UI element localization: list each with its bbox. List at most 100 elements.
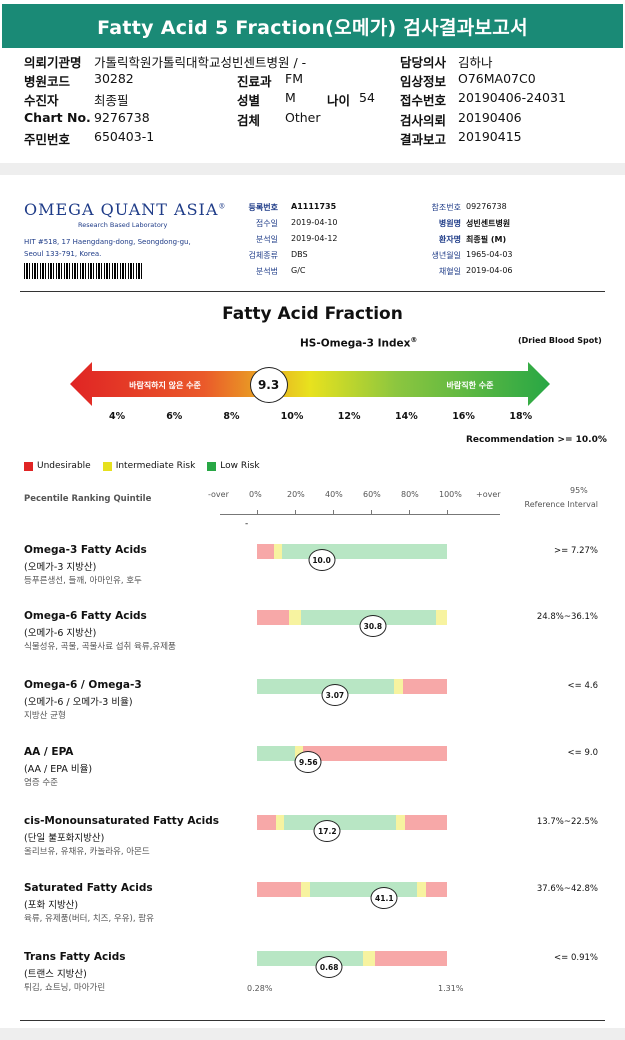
fatty-acid-name: AA / EPA	[24, 746, 74, 758]
divider	[20, 291, 605, 292]
header-field-value: 김하나	[458, 55, 493, 70]
bar-segment-yellow	[395, 815, 406, 830]
reference-percent: 95%	[570, 486, 588, 495]
header-field-value: 650403-1	[94, 129, 155, 144]
percentile-axis-tick	[447, 510, 448, 515]
percentile-tick-label: 40%	[325, 490, 343, 499]
fatty-acid-bar: 30.8	[257, 610, 447, 637]
percentile-tick-label: 100%	[439, 490, 462, 499]
header-field: 담당의사 김하나	[400, 52, 614, 71]
index-scale-tick: 16%	[452, 411, 475, 422]
trans-min-label: 0.28%	[247, 984, 273, 993]
header-field: 검체 Other	[237, 110, 387, 129]
bar-segment-red	[374, 951, 447, 966]
fatty-acid-bar: 3.07	[257, 679, 447, 706]
section-separator	[0, 163, 625, 175]
fatty-acid-value-marker: 10.0	[308, 549, 336, 571]
index-name: HS-Omega-3 Index	[300, 337, 411, 350]
fatty-acid-row: Trans Fatty Acids (트랜스 지방산) 튀김, 쇼트닝, 마아가린 0…	[10, 951, 615, 1011]
percentile-tick-label: +over	[476, 490, 501, 499]
fatty-acid-bar: 0.68	[257, 951, 447, 978]
header-field-label: 검체	[237, 113, 261, 128]
fatty-acid-sources: 등푸른생선, 들깨, 아마인유, 호두	[24, 576, 142, 586]
legend-label: Low Risk	[220, 461, 260, 471]
fatty-acid-value-marker: 0.68	[315, 956, 343, 978]
undesirable-level-label: 바람직하지 않은 수준	[129, 380, 201, 390]
lab-info-label: 환자명	[438, 235, 461, 244]
chart-heading: Fatty Acid Fraction	[222, 304, 403, 324]
header-field: 접수번호 20190406-24031	[400, 90, 614, 109]
bar-segment-red	[257, 882, 301, 897]
fatty-acid-name: Omega-6 / Omega-3	[24, 679, 142, 691]
header-field-label: 성별	[237, 93, 261, 108]
fatty-acid-bar: 41.1	[257, 882, 447, 909]
fatty-acid-sources: 튀김, 쇼트닝, 마아가린	[24, 983, 106, 993]
index-scale-tick: 10%	[280, 411, 304, 422]
bar-segment-green	[281, 544, 447, 559]
header-field-value: 30282	[94, 71, 134, 86]
bar-segment-yellow	[289, 610, 301, 625]
fatty-acid-sources: 지방산 균형	[24, 711, 66, 721]
header-field: 결과보고 20190415	[400, 129, 614, 148]
fatty-acid-korean: (단일 불포화지방산)	[24, 833, 105, 844]
header-field-value: 20190406-24031	[458, 90, 566, 105]
header-field: 주민번호 650403-1	[24, 129, 244, 148]
fatty-acid-sources: 올리브유, 유채유, 카놀라유, 아몬드	[24, 847, 150, 857]
header-field-label: 주민번호	[24, 132, 71, 147]
header-field-label: 임상정보	[400, 74, 447, 89]
fatty-acid-korean: (오메가-3 지방산)	[24, 562, 97, 573]
lab-info-label: 참조번호	[431, 203, 461, 212]
lab-info-label: 분석일	[255, 235, 278, 244]
fatty-acid-row: Omega-3 Fatty Acids (오메가-3 지방산) 등푸른생선, 들깨,…	[10, 544, 615, 604]
index-scale-tick: 18%	[509, 411, 533, 422]
header-field: Chart No. 9276738	[24, 110, 244, 129]
percentile-tick-label: 20%	[287, 490, 305, 499]
header-field-value: 최종필	[94, 93, 129, 108]
index-scale-tick: 14%	[395, 411, 418, 422]
fatty-acid-korean: (오메가-6 지방산)	[24, 628, 97, 639]
lab-info-label: 검체종류	[248, 251, 278, 260]
header-field: 진료과 FM	[237, 71, 387, 90]
reference-interval-heading: Reference Interval	[524, 500, 598, 509]
fatty-acid-value-marker: 41.1	[370, 887, 398, 909]
reference-interval: 24.8%~36.1%	[536, 612, 598, 622]
lab-address-line1: HIT #518, 17 Haengdang-dong, Seongdong-g…	[24, 238, 191, 246]
index-scale-tick: 8%	[223, 411, 240, 422]
bar-segment-yellow	[300, 882, 311, 897]
reference-interval: >= 7.27%	[554, 546, 598, 556]
bar-segment-green	[257, 746, 295, 761]
header-field-label: 결과보고	[400, 132, 447, 147]
header-field-value: O76MA07C0	[458, 71, 536, 86]
bar-segment-red	[403, 679, 447, 694]
header-field: 임상정보 O76MA07C0	[400, 71, 614, 90]
legend-label: Intermediate Risk	[115, 461, 196, 471]
reference-interval: <= 9.0	[567, 748, 598, 758]
lab-info-label: 생년월일	[431, 251, 461, 260]
percentile-axis-tick	[257, 510, 258, 515]
lab-info-value: 09276738	[466, 202, 507, 211]
reference-interval: <= 0.91%	[554, 953, 598, 963]
header-field-label: 수진자	[24, 93, 59, 108]
lab-address: HIT #518, 17 Haengdang-dong, Seongdong-g…	[24, 236, 191, 260]
header-field-value: 9276738	[94, 110, 150, 125]
percentile-axis-tick	[409, 510, 410, 515]
lab-info-value: 성빈센트병원	[466, 219, 511, 228]
reference-interval: 37.6%~42.8%	[536, 884, 598, 894]
lab-logo: OMEGA QUANT ASIA®	[24, 200, 227, 219]
index-scale-tick: 4%	[109, 411, 126, 422]
fatty-acid-sources: 식물성유, 곡물, 곡물사료 섭취 육류,유제품	[24, 642, 176, 652]
header-field-label: 의뢰기관명	[24, 55, 82, 70]
desirable-level-label: 바람직한 수준	[447, 380, 495, 390]
fatty-acid-name: Omega-6 Fatty Acids	[24, 610, 147, 622]
header-field-label: 나이	[327, 93, 351, 108]
bar-segment-yellow	[274, 544, 282, 559]
legend-swatch	[24, 461, 33, 471]
fatty-acid-row: Saturated Fatty Acids (포화 지방산) 육류, 유제품(버터,…	[10, 882, 615, 942]
lab-address-line2: Seoul 133-791, Korea.	[24, 250, 102, 258]
header-field-value: FM	[285, 71, 303, 86]
fatty-acid-name: cis-Monounsaturated Fatty Acids	[24, 815, 220, 827]
bar-segment-green	[257, 951, 364, 966]
lab-tagline: Research Based Laboratory	[78, 221, 168, 229]
fatty-acid-sources: 염증 수준	[24, 778, 58, 788]
omega3-index-value: 9.3	[249, 367, 288, 403]
